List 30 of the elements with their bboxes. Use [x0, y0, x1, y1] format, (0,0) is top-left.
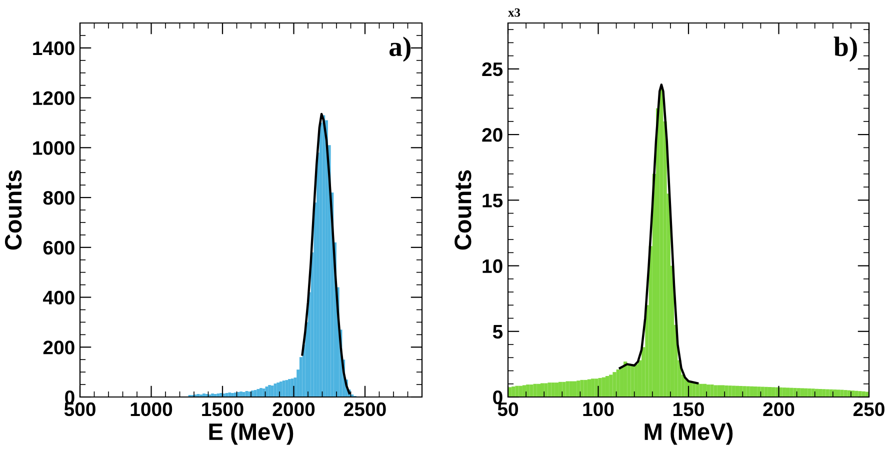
y-tick-label: 200 — [43, 340, 74, 354]
x-tick-label: 1000 — [130, 402, 172, 416]
y-tick-label: 1400 — [33, 41, 74, 56]
x-tick-label: 1500 — [202, 402, 244, 416]
y-tick-label: 0 — [493, 390, 502, 404]
x-tick-label: 100 — [583, 402, 614, 416]
x-tick-label: 250 — [853, 402, 884, 416]
text: x3 — [508, 8, 520, 17]
y-tick-label: 25 — [482, 62, 503, 76]
annotation: a) — [389, 36, 411, 62]
y-axis-title: Counts — [454, 170, 472, 250]
y-tick-label: 800 — [43, 191, 74, 205]
x-tick-label: 500 — [64, 402, 96, 416]
y-tick-label: 1000 — [33, 141, 74, 155]
x-axis-title: E (MeV) — [209, 422, 294, 445]
y-tick-label: 400 — [42, 290, 74, 305]
y-tick-label: 5 — [492, 325, 503, 339]
x-tick-label: 2000 — [272, 402, 315, 416]
y-tick-label: 1200 — [33, 91, 74, 106]
y-tick-label: 10 — [482, 259, 502, 274]
y-tick-label: 15 — [482, 194, 503, 208]
x-axis-title: M (MeV) — [644, 422, 733, 445]
x-tick-label: 150 — [674, 402, 704, 416]
x-tick-label: 2500 — [344, 402, 386, 416]
y-axis-title: Counts — [4, 170, 22, 250]
x-tick-label: 200 — [763, 402, 794, 416]
x-tick-label: 50 — [498, 402, 518, 416]
y-tick-label: 20 — [482, 128, 502, 142]
annotation: b) — [834, 36, 857, 62]
y-tick-label: 600 — [43, 240, 74, 255]
